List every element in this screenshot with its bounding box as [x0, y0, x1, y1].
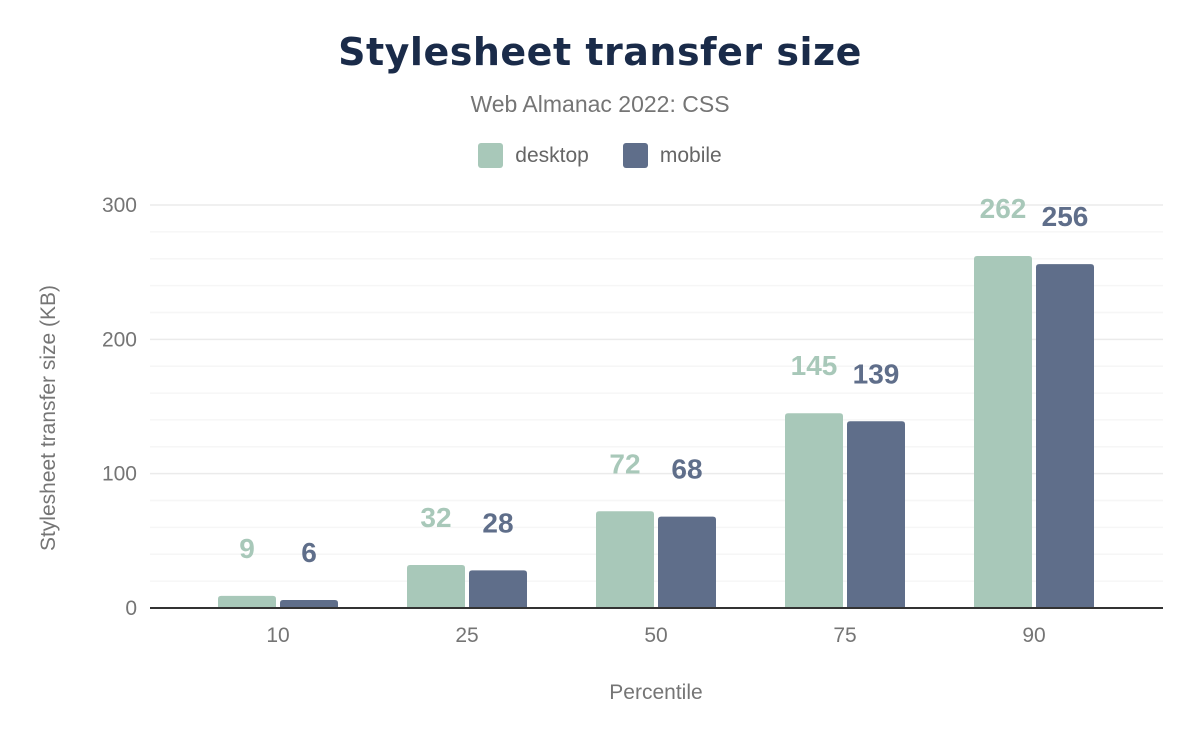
y-tick-label: 0: [125, 597, 137, 620]
chart-title: Stylesheet transfer size: [338, 30, 862, 74]
bar-mobile: [1036, 264, 1094, 608]
data-label-desktop: 262: [980, 193, 1027, 224]
legend-item-mobile[interactable]: mobile: [622, 143, 722, 168]
bar-mobile: [280, 599, 338, 608]
bar-mobile: [469, 570, 527, 608]
x-tick-label: 10: [266, 624, 289, 647]
bar-desktop: [218, 595, 276, 608]
data-label-mobile: 6: [301, 537, 317, 568]
bar-desktop: [785, 413, 843, 608]
y-axis-title: Stylesheet transfer size (KB): [37, 285, 60, 551]
chart-subtitle: Web Almanac 2022: CSS: [470, 91, 730, 117]
legend-label-desktop: desktop: [515, 143, 589, 167]
data-label-mobile: 68: [671, 454, 702, 485]
data-label-desktop: 72: [609, 448, 640, 479]
y-tick-label: 300: [102, 194, 137, 217]
legend-item-desktop[interactable]: desktop: [478, 143, 589, 168]
x-tick-label: 90: [1022, 624, 1045, 647]
x-tick-label: 75: [833, 624, 856, 647]
legend-swatch-mobile: [622, 143, 648, 168]
bar-desktop: [596, 511, 654, 608]
legend-label-mobile: mobile: [659, 143, 722, 167]
bar-mobile: [847, 421, 905, 608]
data-label-desktop: 32: [420, 502, 451, 533]
bar-desktop: [974, 256, 1032, 608]
data-label-mobile: 139: [853, 358, 900, 389]
y-tick-label: 100: [102, 463, 137, 486]
data-label-mobile: 256: [1042, 201, 1089, 232]
data-label-desktop: 145: [791, 350, 838, 381]
legend-swatch-desktop: [478, 143, 504, 168]
data-label-desktop: 9: [239, 533, 255, 564]
x-tick-label: 50: [644, 624, 667, 647]
legend: desktop mobile: [0, 143, 1200, 168]
x-axis-title: Percentile: [609, 681, 702, 704]
y-tick-label: 200: [102, 328, 137, 351]
bar-desktop: [407, 565, 465, 608]
data-label-mobile: 28: [482, 507, 513, 538]
bar-mobile: [658, 516, 716, 608]
x-tick-label: 25: [455, 624, 478, 647]
